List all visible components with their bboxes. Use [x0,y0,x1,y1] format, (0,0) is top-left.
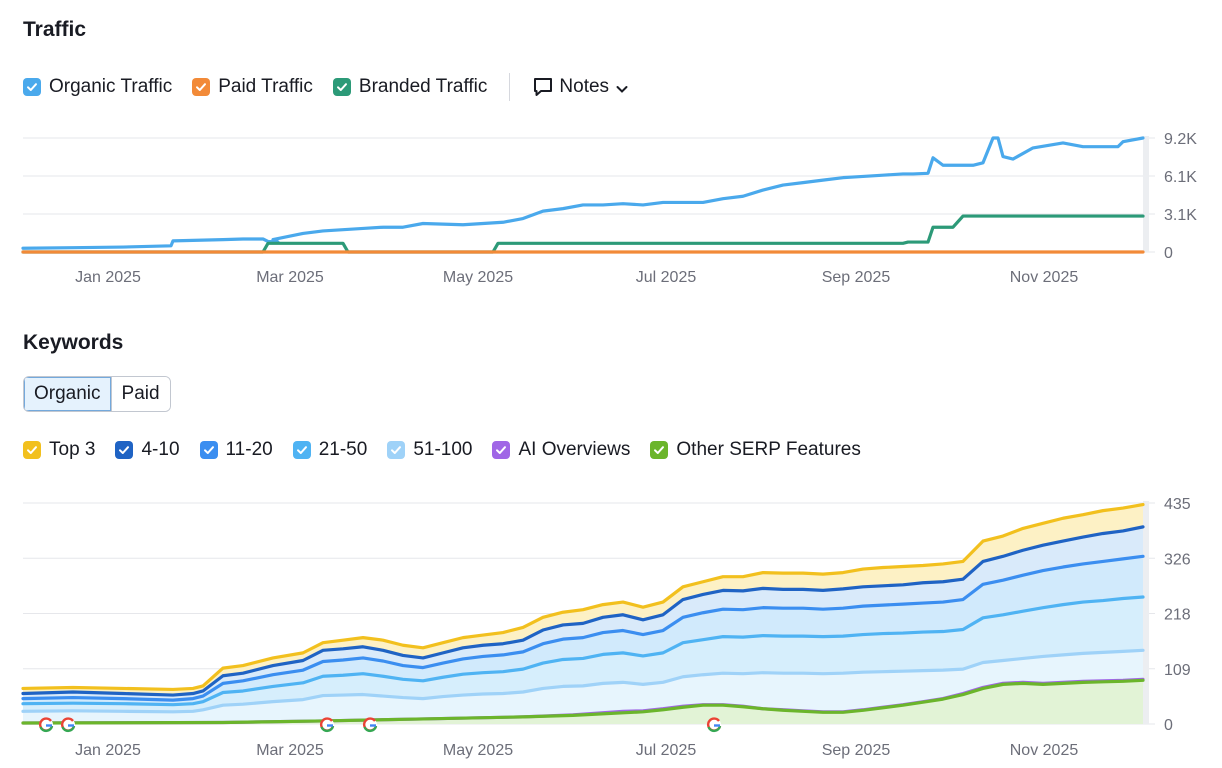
legend-divider [509,73,511,101]
legend-branded-traffic[interactable]: Branded Traffic [332,76,488,98]
x-tick-label: Nov 2025 [1010,742,1079,759]
y-tick-label: 109 [1164,662,1191,679]
scroll-track[interactable] [1143,501,1149,724]
y-tick-label: 6.1K [1164,169,1197,186]
google-icon[interactable] [61,717,76,733]
legend-label: Top 3 [49,439,96,460]
google-icon[interactable] [39,717,54,733]
legend-21-50[interactable]: 21-50 [292,439,368,461]
checkbox-icon [332,78,351,96]
legend-label: Other SERP Features [676,439,861,460]
legend-label: 51-100 [413,439,473,460]
checkbox-icon [192,78,211,96]
google-icon[interactable] [363,717,378,733]
checkbox-icon [492,441,511,459]
y-tick-label: 435 [1164,496,1191,513]
legend-51-100[interactable]: 51-100 [387,439,472,461]
y-tick-label: 218 [1164,607,1191,624]
legend-other-serp-features[interactable]: Other SERP Features [650,439,861,461]
legend-label: AI Overviews [518,439,631,460]
checkbox-icon [23,78,41,96]
legend-label: 4-10 [141,439,180,460]
series-line-4-10 [21,525,1145,697]
scroll-track[interactable] [1143,136,1149,252]
legend-4-10[interactable]: 4-10 [115,439,180,461]
google-icon[interactable] [320,717,335,733]
x-tick-label: Jul 2025 [636,742,697,759]
legend-top-3[interactable]: Top 3 [23,439,95,461]
series-line-21-50 [21,595,1145,707]
series-line-51-100 [21,648,1145,714]
notes-label: Notes [559,76,610,97]
keywords-type-toggle: Organic Paid [23,376,171,412]
x-tick-label: Mar 2025 [256,742,324,759]
legend-label: Paid Traffic [218,76,313,97]
legend-organic-traffic[interactable]: Organic Traffic [23,76,172,98]
x-tick-label: May 2025 [443,742,513,759]
checkbox-icon [387,441,406,459]
x-tick-label: Jan 2025 [75,742,141,759]
x-tick-label: Nov 2025 [1010,269,1079,286]
traffic-chart: 0 3.1K 6.1K 9.2K Jan 2025 Mar 2025 May 2025 Jul… [21,131,1197,286]
checkbox-icon [199,441,218,459]
note-icon [534,78,553,96]
google-icon[interactable] [707,717,722,733]
legend-paid-traffic[interactable]: Paid Traffic [192,76,313,98]
chevron-down-icon [616,85,628,93]
tab-organic[interactable]: Organic [24,377,111,411]
y-tick-label: 326 [1164,551,1191,568]
series-line-other-serp-features [21,678,1145,725]
traffic-legend: Organic Traffic Paid Traffic Branded Tra… [23,73,629,101]
y-tick-label: 0 [1164,245,1173,262]
traffic-title: Traffic [23,18,87,41]
series-line-branded-traffic [21,214,1145,254]
checkbox-icon [23,441,41,459]
legend-label: Branded Traffic [358,76,488,97]
legend-label: Organic Traffic [49,76,173,97]
legend-11-20[interactable]: 11-20 [199,439,273,461]
legend-label: 11-20 [225,439,273,460]
x-tick-label: Jul 2025 [636,269,697,286]
keywords-legend: Top 3 4-10 11-20 21-50 51-100 AI Overviews Oth… [23,439,881,461]
checkbox-icon [292,441,311,459]
legend-label: 21-50 [318,439,368,460]
y-tick-label: 0 [1164,717,1173,734]
x-tick-label: Sep 2025 [822,742,891,759]
y-tick-label: 3.1K [1164,207,1197,224]
keywords-title: Keywords [23,331,124,354]
area-fill-6 [23,680,1143,724]
checkbox-icon [115,441,134,459]
series-line-11-20 [21,554,1145,702]
x-tick-label: May 2025 [443,269,513,286]
notes-dropdown[interactable]: Notes [532,76,629,98]
series-line-top-3 [21,502,1145,692]
x-tick-label: Mar 2025 [256,269,324,286]
tab-paid[interactable]: Paid [110,377,170,411]
y-tick-label: 9.2K [1164,131,1197,148]
x-tick-label: Jan 2025 [75,269,141,286]
series-line-organic-traffic [21,136,1145,250]
legend-ai-overviews[interactable]: AI Overviews [492,439,630,461]
checkbox-icon [650,441,669,459]
x-tick-label: Sep 2025 [822,269,891,286]
